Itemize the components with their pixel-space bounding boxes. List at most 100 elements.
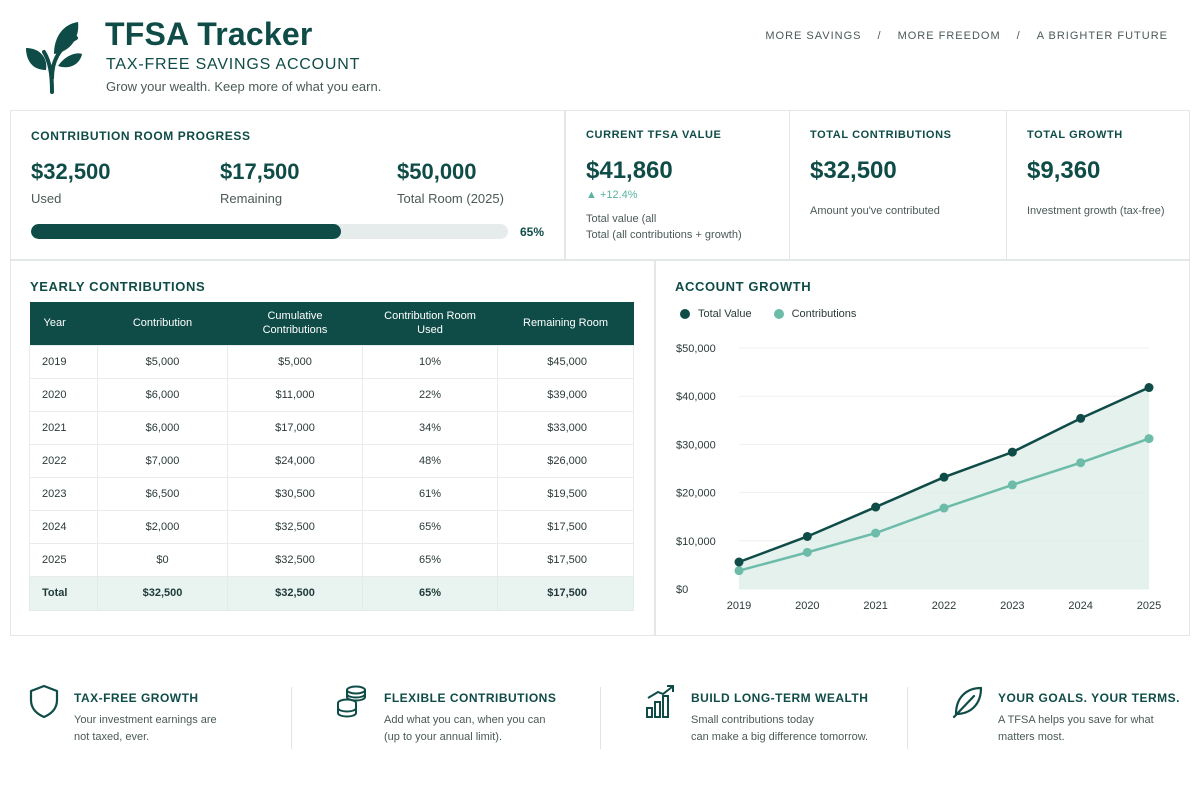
column-header: Year: [29, 302, 98, 345]
feature-your-goals: YOUR GOALS. YOUR TERMS. A TFSA helps you…: [952, 680, 1192, 750]
divider: [291, 687, 292, 749]
card-title: YEARLY CONTRIBUTIONS: [30, 279, 206, 294]
table-cell: $11,000: [227, 377, 363, 412]
table-cell: $26,000: [497, 443, 634, 478]
remaining-value: $17,500: [220, 159, 300, 184]
shield-icon: [29, 684, 59, 718]
table-cell: 65%: [362, 542, 498, 577]
motto-separator: /: [877, 30, 882, 42]
bar-chart-growth-icon: [646, 685, 674, 718]
table-row: 2022 $7,000 $24,000 48% $26,000: [29, 443, 634, 478]
table-cell: 65%: [362, 575, 498, 611]
table-cell: 61%: [362, 476, 498, 511]
used-label: Used: [31, 191, 62, 206]
feature-title: BUILD LONG-TERM WEALTH: [691, 691, 869, 705]
feature-desc: Add what you can, when you can (up to yo…: [384, 714, 546, 743]
total-contributions-desc: Amount you've contributed: [810, 205, 940, 217]
table-cell: $6,000: [97, 377, 228, 412]
chart-legend: Total Value Contributions: [680, 308, 856, 320]
table-cell: $2,000: [97, 509, 228, 544]
table-cell: 10%: [362, 344, 498, 379]
table-cell: 48%: [362, 443, 498, 478]
total-room-label: Total Room (2025): [397, 191, 504, 206]
feature-desc: Your investment earnings are not taxed, …: [74, 714, 217, 743]
total-contributions-value: $32,500: [810, 157, 897, 184]
card-title: TOTAL GROWTH: [1027, 129, 1123, 141]
table-cell: $5,000: [227, 344, 363, 379]
motto: MORE SAVINGS / MORE FREEDOM / A BRIGHTER…: [765, 30, 1168, 42]
card-title: TOTAL CONTRIBUTIONS: [810, 129, 952, 141]
x-tick-label: 2022: [932, 600, 956, 612]
feature-flexible-contributions: FLEXIBLE CONTRIBUTIONS Add what you can,…: [336, 680, 591, 750]
y-tick-label: $0: [676, 584, 688, 596]
table-row: 2021 $6,000 $17,000 34% $33,000: [29, 410, 634, 445]
x-tick-label: 2025: [1137, 600, 1161, 612]
remaining-label: Remaining: [220, 191, 283, 206]
legend-label: Total Value: [698, 308, 752, 320]
column-header: Contribution: [97, 302, 228, 345]
table-row: 2023 $6,500 $30,500 61% $19,500: [29, 476, 634, 511]
app-title: TFSA Tracker: [105, 16, 313, 52]
table-cell: 34%: [362, 410, 498, 445]
table-cell: $24,000: [227, 443, 363, 478]
contribution-room-card: CONTRIBUTION ROOM PROGRESS $32,500 Used …: [10, 110, 565, 260]
x-tick-label: 2020: [795, 600, 819, 612]
table-cell: $32,500: [97, 575, 228, 611]
table-cell: $39,000: [497, 377, 634, 412]
table-cell: $45,000: [497, 344, 634, 379]
table-cell: $0: [97, 542, 228, 577]
feature-desc: Small contributions today can make a big…: [691, 714, 869, 743]
current-value: $41,860: [586, 157, 673, 184]
feature-title: YOUR GOALS. YOUR TERMS.: [998, 691, 1180, 705]
table-cell: 2022: [29, 443, 98, 478]
card-title: CONTRIBUTION ROOM PROGRESS: [31, 129, 251, 143]
current-value-desc-2: Total (all contributions + growth): [586, 229, 742, 241]
table-cell: $19,500: [497, 476, 634, 511]
table-total-row: Total $32,500 $32,500 65% $17,500: [29, 575, 634, 611]
x-tick-label: 2024: [1068, 600, 1092, 612]
growth-delta: ▲ +12.4%: [586, 189, 638, 201]
contributions-point: [802, 547, 812, 557]
table-cell: 2025: [29, 542, 98, 577]
feature-build-long-term-wealth: BUILD LONG-TERM WEALTH Small contributio…: [645, 680, 900, 750]
total-value-area: [739, 387, 1149, 589]
table-cell: 2020: [29, 377, 98, 412]
feature-desc: A TFSA helps you save for what matters m…: [998, 714, 1154, 743]
x-tick-label: 2019: [727, 600, 751, 612]
table-cell: Total: [29, 575, 98, 611]
legend-item-total-value: Total Value: [680, 308, 752, 320]
x-tick-label: 2021: [863, 600, 887, 612]
app-tagline: Grow your wealth. Keep more of what you …: [106, 79, 382, 94]
contributions-point: [939, 503, 949, 513]
card-title: CURRENT TFSA VALUE: [586, 129, 722, 141]
feature-tax-free-growth: TAX-FREE GROWTH Your investment earnings…: [28, 680, 278, 750]
contributions-point: [1007, 480, 1017, 490]
table-cell: $7,000: [97, 443, 228, 478]
total-value-point: [939, 472, 949, 482]
table-cell: $30,500: [227, 476, 363, 511]
table-cell: $32,500: [227, 542, 363, 577]
total-value-point: [871, 502, 881, 512]
yearly-contributions-card: YEARLY CONTRIBUTIONS Year Contribution C…: [10, 260, 655, 636]
leaf-sprout-icon: [26, 22, 82, 94]
total-growth-desc: Investment growth (tax-free): [1027, 205, 1165, 217]
table-cell: $17,500: [497, 509, 634, 544]
feature-title: TAX-FREE GROWTH: [74, 691, 199, 705]
legend-item-contributions: Contributions: [773, 308, 856, 320]
progress-bar: [31, 224, 508, 239]
coins-stack-icon: [337, 685, 366, 718]
table-cell: 65%: [362, 509, 498, 544]
total-growth-value: $9,360: [1027, 157, 1101, 184]
total-value-point: [1076, 413, 1086, 423]
feature-title: FLEXIBLE CONTRIBUTIONS: [384, 691, 557, 705]
leaf-icon: [952, 686, 983, 718]
total-value-point: [734, 557, 744, 567]
account-growth-chart: $0 $10,000 $20,000 $30,000 $40,000 $50,000 201…: [676, 343, 1161, 612]
card-title: ACCOUNT GROWTH: [675, 279, 812, 294]
total-growth-card: TOTAL GROWTH $9,360 Investment growth (t…: [1006, 110, 1190, 260]
progress-percent: 65%: [520, 225, 545, 239]
used-stat: $32,500 Used: [31, 159, 111, 206]
column-header: Cumulative Contributions: [227, 302, 363, 345]
current-value-card: CURRENT TFSA VALUE $41,860 ▲ +12.4% Tota…: [565, 110, 790, 260]
contributions-point: [1144, 434, 1154, 444]
